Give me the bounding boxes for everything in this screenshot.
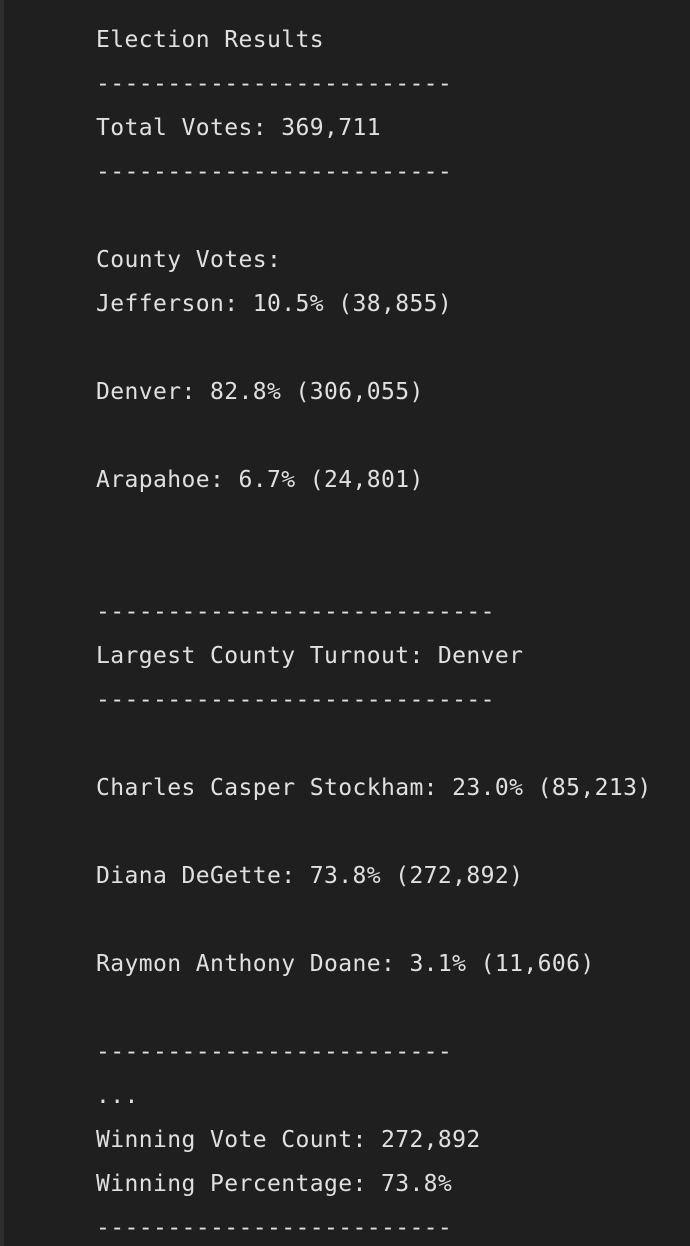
candidate-line-stockham: Charles Casper Stockham: 23.0% (85,213) <box>96 775 652 801</box>
largest-county-line: Largest County Turnout: Denver <box>96 643 524 669</box>
separator-line: ------------------------- <box>96 1215 453 1241</box>
winning-vote-count-line: Winning Vote Count: 272,892 <box>96 1127 481 1153</box>
left-gutter <box>0 0 4 1246</box>
ellipsis-line: ... <box>96 1083 139 1109</box>
total-votes-line: Total Votes: 369,711 <box>96 115 381 141</box>
county-line-arapahoe: Arapahoe: 6.7% (24,801) <box>96 467 424 493</box>
candidate-line-degette: Diana DeGette: 73.8% (272,892) <box>96 863 524 889</box>
title-line: Election Results <box>96 27 324 53</box>
separator-line: ---------------------------- <box>96 599 495 625</box>
separator-line: ---------------------------- <box>96 687 495 713</box>
separator-line: ------------------------- <box>96 159 453 185</box>
county-line-denver: Denver: 82.8% (306,055) <box>96 379 424 405</box>
county-votes-header: County Votes: <box>96 247 282 273</box>
county-line-jefferson: Jefferson: 10.5% (38,855) <box>96 291 453 317</box>
separator-line: ------------------------- <box>96 71 453 97</box>
winning-percentage-line: Winning Percentage: 73.8% <box>96 1171 453 1197</box>
separator-line: ------------------------- <box>96 1039 453 1065</box>
candidate-line-doane: Raymon Anthony Doane: 3.1% (11,606) <box>96 951 595 977</box>
